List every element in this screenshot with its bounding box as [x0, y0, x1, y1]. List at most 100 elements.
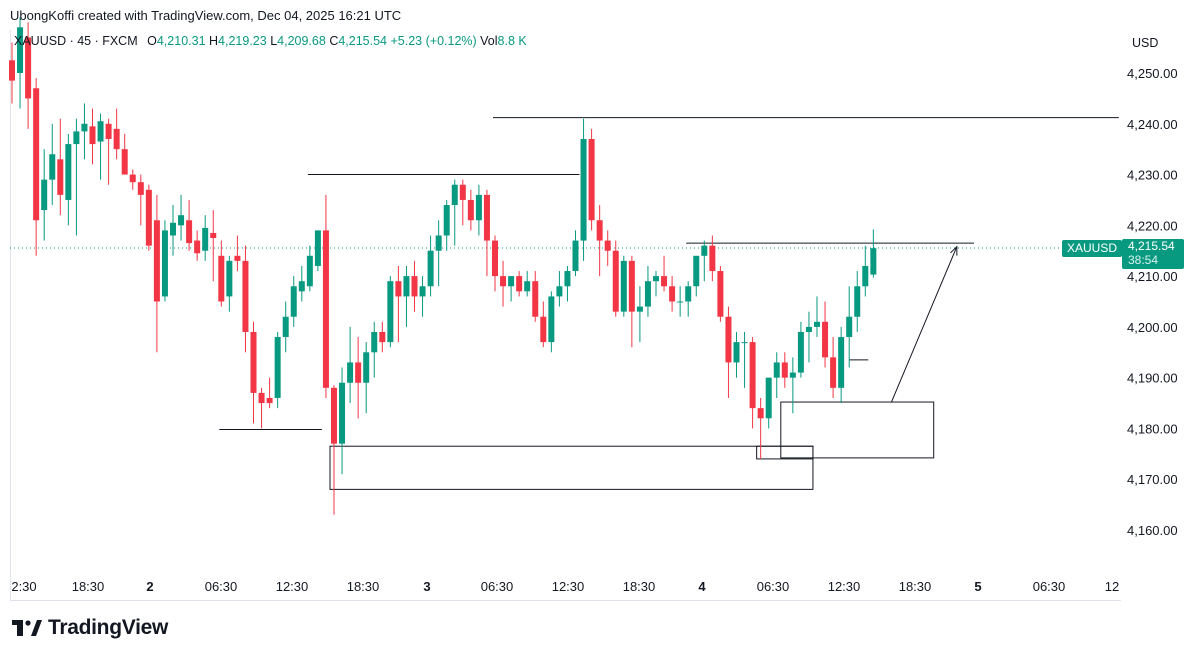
candle-body	[789, 372, 796, 378]
candle-body	[282, 316, 289, 338]
price-tick-label: 4,170.00	[1127, 472, 1178, 487]
candle-body	[274, 337, 281, 398]
candle-body	[411, 276, 418, 297]
candle-body	[347, 362, 354, 383]
candle-body	[653, 276, 659, 282]
candle-body	[548, 296, 555, 343]
candle-body	[97, 121, 104, 142]
candle-body	[492, 240, 498, 277]
candle-body	[49, 154, 56, 180]
candle-body	[669, 286, 676, 302]
candle-body	[258, 392, 265, 404]
candle-body	[564, 271, 571, 287]
time-tick-label: 12:30	[276, 579, 309, 594]
candle-body	[596, 220, 603, 241]
candle-body	[709, 245, 716, 272]
candle-body	[73, 131, 80, 145]
symbol-legend[interactable]: XAUUSD · 45 · FXCM O4,210.31 H4,219.23 L…	[14, 34, 527, 48]
candle-body	[25, 37, 32, 99]
close-value: 4,215.54	[338, 34, 388, 48]
low-value: 4,209.68	[277, 34, 326, 48]
candle-body	[757, 408, 764, 419]
tradingview-logo-icon	[12, 618, 42, 638]
candle-body	[765, 377, 772, 419]
candle-body	[17, 27, 24, 73]
candle-body	[516, 276, 523, 292]
candle-body	[797, 331, 804, 373]
zone-rectangle	[780, 401, 935, 459]
candle-body	[644, 281, 651, 307]
close-label: C	[329, 34, 339, 48]
change-value: +5.23 (+0.12%)	[390, 34, 477, 48]
candle-body	[612, 250, 619, 312]
candle-body	[451, 184, 458, 206]
candle-body	[854, 286, 861, 317]
high-value: 4,219.23	[218, 34, 267, 48]
candle-body	[805, 326, 812, 332]
candle-body	[145, 189, 152, 246]
time-tick-label: 4	[698, 579, 706, 594]
symbol-info: XAUUSD · 45 · FXCM	[14, 34, 138, 48]
time-tick-label: 06:30	[757, 579, 790, 594]
candle-body	[194, 240, 201, 254]
candle-body	[371, 331, 378, 353]
time-tick-label: 18:30	[899, 579, 932, 594]
candle-body	[838, 337, 845, 388]
candle-body	[781, 362, 788, 378]
candle-body	[161, 230, 168, 297]
drawing-lines	[219, 117, 1119, 490]
time-tick-label: 2:30	[11, 579, 36, 594]
candle-body	[153, 220, 160, 302]
candle-body	[508, 276, 515, 287]
candle-body	[210, 232, 217, 239]
candle-body	[113, 128, 120, 150]
candle-body	[170, 222, 176, 236]
candle-body	[556, 286, 563, 297]
last-price-tag: 4,215.54 38:54	[1122, 239, 1184, 269]
candle-body	[540, 316, 547, 343]
candle-body	[733, 342, 740, 363]
price-tick-label: 4,250.00	[1127, 66, 1178, 81]
currency-label[interactable]: USD	[1132, 36, 1159, 50]
time-tick-label: 18:30	[347, 579, 380, 594]
candle-body	[572, 240, 579, 272]
candle-body	[475, 194, 482, 221]
chart-credit: UbongKoffi created with TradingView.com,…	[10, 8, 402, 23]
candle-body	[89, 126, 96, 145]
candle-body	[701, 245, 708, 256]
time-tick-label: 06:30	[1033, 579, 1066, 594]
candle-body	[65, 144, 72, 200]
candle-body	[500, 276, 507, 287]
brand-footer[interactable]: TradingView	[12, 616, 168, 640]
candle-body	[435, 235, 442, 251]
candle-body	[129, 174, 136, 183]
time-tick-label: 06:30	[481, 579, 514, 594]
price-tick-label: 4,220.00	[1127, 218, 1178, 233]
time-axis: 2:30 18:30 2 06:30 12:30 18:30 3 06:30 12:30 18:3…	[11, 579, 1119, 594]
price-tick-label: 4,210.00	[1127, 269, 1178, 284]
open-label: O	[147, 34, 157, 48]
candle-body	[636, 306, 643, 312]
zone-rectangle	[329, 445, 814, 490]
candle-body	[202, 227, 209, 251]
chart-pane[interactable]	[10, 30, 1121, 601]
price-tick-label: 4,230.00	[1127, 168, 1178, 183]
candle-body	[459, 184, 466, 200]
candle-body	[218, 255, 225, 302]
candle-body	[250, 331, 257, 393]
open-value: 4,210.31	[156, 34, 206, 48]
candle-body	[830, 357, 837, 388]
candle-body	[661, 276, 668, 287]
candle-body	[314, 230, 321, 266]
time-tick-label: 5	[974, 579, 981, 594]
candle-body	[290, 286, 297, 317]
price-tick-label: 4,180.00	[1127, 421, 1178, 436]
bar-countdown: 38:54	[1128, 253, 1159, 267]
candle-body	[266, 397, 273, 404]
time-tick-label: 18:30	[623, 579, 656, 594]
candle-body	[9, 60, 15, 81]
candle-body	[178, 215, 185, 226]
candle-body	[443, 205, 450, 236]
time-tick-label: 06:30	[205, 579, 238, 594]
